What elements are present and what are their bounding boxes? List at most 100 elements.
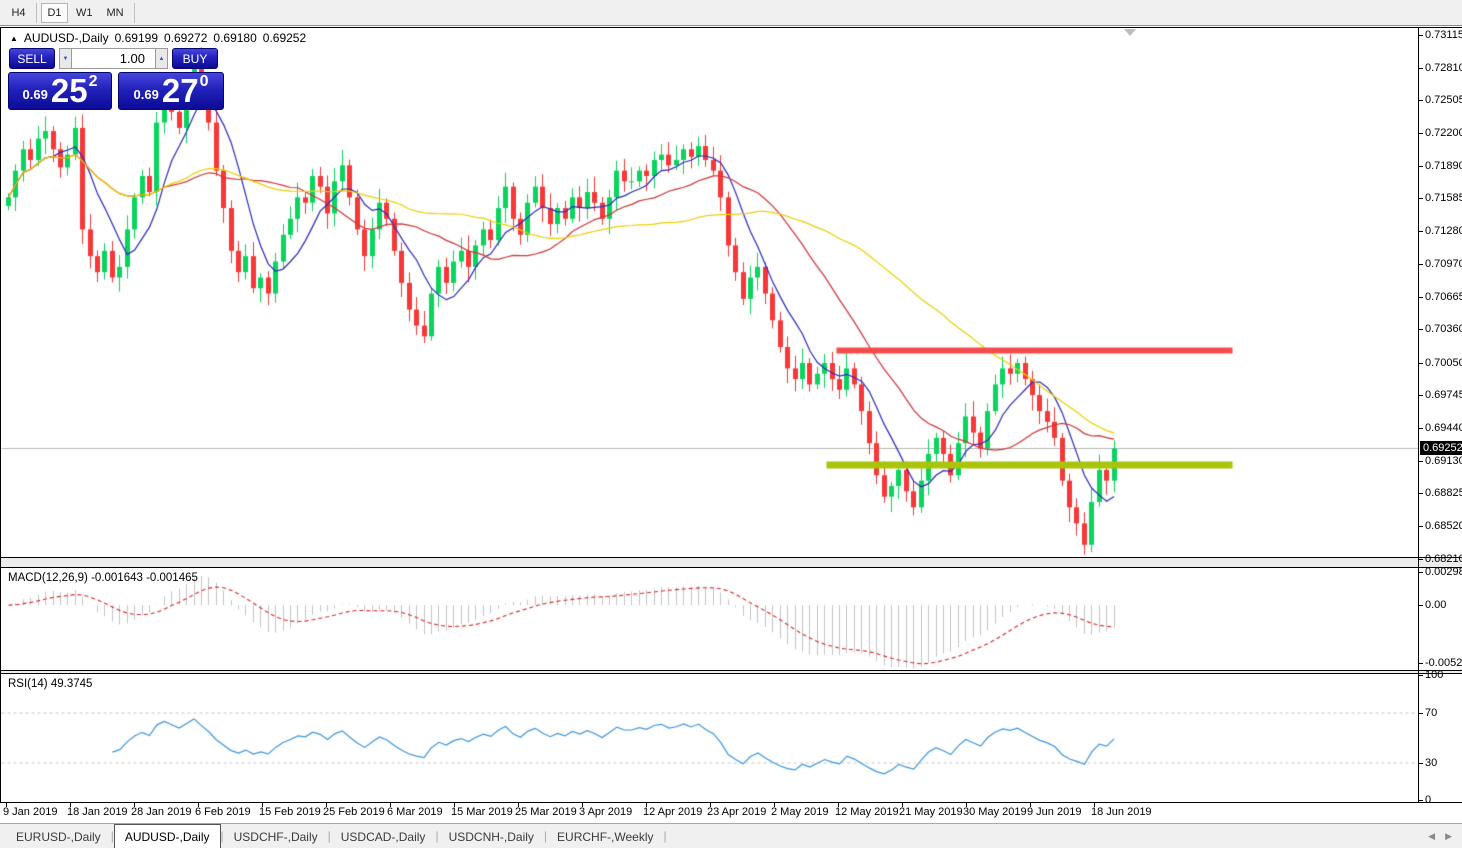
- tab-separator: |: [110, 829, 114, 843]
- chart-tab-eurchf[interactable]: EURCHF-,Weekly: [557, 830, 654, 844]
- tab-separator: |: [663, 829, 667, 843]
- date-axis-label: 9 Jun 2019: [1027, 806, 1082, 818]
- chart-tab-usdcnh[interactable]: USDCNH-,Daily: [448, 830, 534, 844]
- timeframe-button-mn[interactable]: MN: [106, 6, 124, 19]
- date-axis-tick: [710, 803, 711, 807]
- price-axis-label-tick: [1418, 198, 1423, 199]
- sell-button[interactable]: SELL: [9, 48, 55, 69]
- date-axis-tick: [646, 803, 647, 807]
- timeframe-toolbar: H4 D1 W1 MN: [0, 0, 1462, 26]
- date-axis-label: 28 Jan 2019: [131, 806, 192, 818]
- collapse-panel-icon[interactable]: ▲: [10, 33, 18, 43]
- price-axis-label-tick: [1418, 493, 1423, 494]
- tabs-container: EURUSD-,Daily | AUDUSD-,Daily | USDCHF-,Dail…: [6, 824, 667, 848]
- volume-increase-button[interactable]: ▲: [155, 48, 168, 69]
- macd-value: -0.001643: [91, 572, 143, 584]
- date-axis-tick: [902, 803, 903, 807]
- chart-tab-usdchf[interactable]: USDCHF-,Daily: [233, 830, 318, 844]
- date-axis-tick: [198, 803, 199, 807]
- rsi-axis-label: 30: [1425, 757, 1438, 769]
- buy-price-prefix: 0.69: [133, 87, 159, 102]
- chart-tab-eurusd[interactable]: EURUSD-,Daily: [16, 830, 101, 844]
- price-axis-label: 0.70665: [1425, 291, 1462, 303]
- triangle-down-icon: ▼: [62, 55, 69, 62]
- buy-button[interactable]: BUY: [172, 48, 218, 69]
- price-axis-label-tick: [1418, 395, 1423, 396]
- tabs-scroll-left-icon[interactable]: ◀: [1428, 830, 1436, 841]
- price-axis-label-tick: [1418, 35, 1423, 36]
- date-axis-label: 21 May 2019: [899, 806, 963, 818]
- price-axis-label-tick: [1418, 329, 1423, 330]
- chart-tab-audusd[interactable]: AUDUSD-,Daily: [113, 824, 221, 848]
- date-axis-tick: [70, 803, 71, 807]
- macd-rsi-splitter[interactable]: [0, 671, 1462, 673]
- price-axis-label-tick: [1418, 526, 1423, 527]
- tab-separator: |: [435, 829, 439, 843]
- date-axis-tick: [454, 803, 455, 807]
- buy-price-button[interactable]: 0.69 27 0: [118, 72, 224, 110]
- rsi-value: 49.3745: [50, 678, 93, 690]
- timeframe-button-d1[interactable]: D1: [41, 2, 68, 23]
- price-axis-label: 0.70360: [1425, 323, 1462, 335]
- rsi-axis-label: 100: [1425, 669, 1444, 681]
- date-axis-label: 6 Mar 2019: [387, 806, 443, 818]
- macd-axis-label: 0.002984: [1425, 566, 1462, 578]
- macd-signal-value: -0.001465: [146, 572, 198, 584]
- volume-input[interactable]: [72, 48, 155, 69]
- price-axis-label-tick: [1418, 461, 1423, 462]
- volume-decrease-button[interactable]: ▼: [59, 48, 72, 69]
- price-axis-label: 0.72505: [1425, 94, 1462, 106]
- date-axis-label: 18 Jan 2019: [67, 806, 128, 818]
- date-axis-label: 25 Feb 2019: [323, 806, 385, 818]
- date-axis: 9 Jan 2019 18 Jan 2019 28 Jan 2019 6 Feb 20…: [0, 803, 1418, 823]
- tab-separator: |: [220, 829, 224, 843]
- price-axis-label-tick: [1418, 231, 1423, 232]
- sell-price-big: 25: [50, 72, 88, 109]
- date-axis-tick: [966, 803, 967, 807]
- current-price-tag: 0.69252: [1420, 441, 1462, 455]
- date-axis-label: 30 May 2019: [963, 806, 1027, 818]
- date-axis-tick: [774, 803, 775, 807]
- chart-shift-icon[interactable]: [1124, 29, 1136, 36]
- price-axis-label: 0.68825: [1425, 487, 1462, 499]
- sell-price-pip: 2: [88, 73, 98, 90]
- price-axis-label: 0.72810: [1425, 62, 1462, 74]
- toolbar-separator: [133, 2, 135, 23]
- price-axis-label: 0.73115: [1425, 29, 1462, 41]
- toolbar-separator: [36, 2, 37, 23]
- tabs-scroll-right-icon[interactable]: ▶: [1445, 830, 1452, 841]
- timeframe-button-h4[interactable]: H4: [11, 6, 26, 19]
- rsi-axis-label: 70: [1425, 707, 1438, 719]
- rsi-indicator-label: RSI(14) 49.3745: [8, 678, 93, 690]
- date-axis-tick: [390, 803, 391, 807]
- tab-scroll-buttons: ◀ ▶: [1428, 831, 1452, 842]
- price-axis-label: 0.72200: [1425, 127, 1462, 139]
- chart-title-row: ▲ AUDUSD-,Daily 0.69199 0.69272 0.69180 …: [10, 31, 306, 45]
- main-macd-splitter[interactable]: [0, 558, 1462, 567]
- price-axis-label-tick: [1418, 68, 1423, 69]
- rsi-panel-bottom-border: [0, 802, 1462, 803]
- date-axis-tick: [326, 803, 327, 807]
- date-axis-tick: [1030, 803, 1031, 807]
- price-axis-label-tick: [1418, 133, 1423, 134]
- price-axis-label: 0.69440: [1425, 422, 1462, 434]
- price-axis-label: 0.68210: [1425, 553, 1462, 565]
- buy-price-pip: 0: [199, 73, 209, 90]
- macd-axis-label-tick: [1418, 605, 1423, 606]
- quote-high: 0.69272: [164, 31, 208, 45]
- price-axis-label-tick: [1418, 559, 1423, 560]
- chart-tab-usdcad[interactable]: USDCAD-,Daily: [340, 830, 426, 844]
- date-axis-label: 12 May 2019: [835, 806, 899, 818]
- rsi-axis-label-tick: [1418, 800, 1423, 801]
- price-axis-label-tick: [1418, 100, 1423, 101]
- date-axis-label: 6 Feb 2019: [195, 806, 251, 818]
- timeframe-button-w1[interactable]: W1: [76, 6, 93, 19]
- price-axis-label-tick: [1418, 428, 1423, 429]
- date-axis-tick: [838, 803, 839, 807]
- tab-separator: |: [543, 829, 548, 843]
- date-axis-tick: [582, 803, 583, 807]
- date-axis-label: 15 Feb 2019: [259, 806, 321, 818]
- macd-axis-label: 0.00: [1425, 599, 1447, 611]
- sell-price-button[interactable]: 0.69 25 2: [8, 72, 112, 110]
